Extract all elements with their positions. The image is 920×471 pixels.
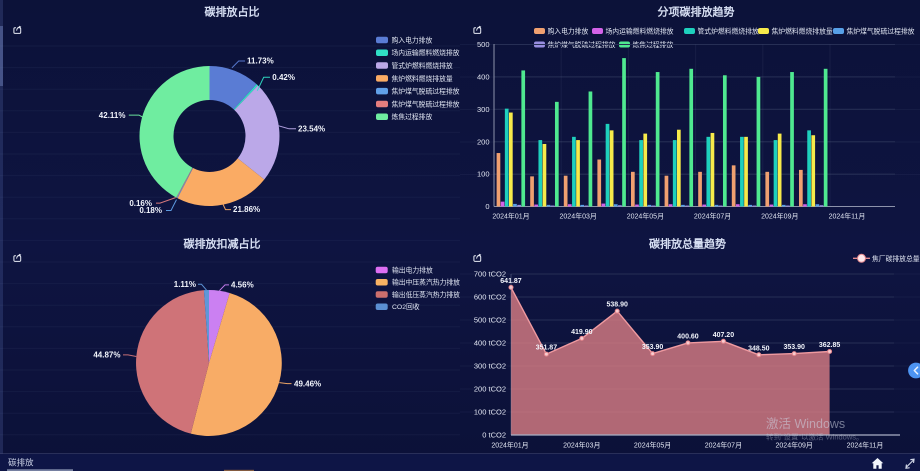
svg-text:碳排放扣减占比: 碳排放扣减占比 bbox=[184, 237, 261, 251]
svg-text:400: 400 bbox=[477, 73, 490, 82]
svg-text:2024年03月: 2024年03月 bbox=[560, 211, 597, 220]
svg-text:4.56%: 4.56% bbox=[231, 281, 254, 290]
svg-text:538.90: 538.90 bbox=[606, 302, 628, 309]
svg-text:2024年07月: 2024年07月 bbox=[705, 440, 742, 449]
svg-text:49.46%: 49.46% bbox=[294, 379, 321, 388]
svg-text:353.90: 353.90 bbox=[783, 344, 805, 351]
svg-text:输出中压蒸汽热力排放: 输出中压蒸汽热力排放 bbox=[392, 278, 460, 287]
svg-text:2024年11月: 2024年11月 bbox=[847, 440, 884, 449]
svg-text:焦厂碳排放总量: 焦厂碳排放总量 bbox=[872, 254, 920, 263]
svg-text:0 tCO2: 0 tCO2 bbox=[482, 431, 506, 440]
svg-text:500: 500 bbox=[477, 40, 490, 49]
svg-text:200: 200 bbox=[477, 137, 490, 146]
svg-text:炼焦过程排放: 炼焦过程排放 bbox=[392, 112, 433, 121]
svg-text:0.42%: 0.42% bbox=[272, 73, 295, 82]
svg-text:21.86%: 21.86% bbox=[233, 205, 260, 214]
svg-text:419.90: 419.90 bbox=[571, 329, 593, 336]
svg-text:激活 Windows: 激活 Windows bbox=[766, 417, 845, 431]
svg-text:500 tCO2: 500 tCO2 bbox=[474, 316, 506, 325]
svg-text:1.11%: 1.11% bbox=[174, 280, 196, 289]
svg-text:焦炉燃料燃烧排放量: 焦炉燃料燃烧排放量 bbox=[772, 26, 833, 35]
svg-text:351.87: 351.87 bbox=[536, 345, 558, 352]
svg-text:2024年11月: 2024年11月 bbox=[829, 211, 866, 220]
svg-text:0: 0 bbox=[485, 202, 489, 211]
svg-text:700 tCO2: 700 tCO2 bbox=[474, 270, 506, 279]
svg-text:碳排放总量趋势: 碳排放总量趋势 bbox=[649, 237, 726, 251]
svg-text:输出低压蒸汽热力排放: 输出低压蒸汽热力排放 bbox=[392, 290, 460, 299]
svg-text:管式炉燃料燃烧排放: 管式炉燃料燃烧排放 bbox=[698, 26, 759, 35]
svg-text:400.60: 400.60 bbox=[677, 333, 699, 340]
svg-text:焦炉燃料燃烧排放量: 焦炉燃料燃烧排放量 bbox=[392, 74, 453, 83]
svg-text:42.11%: 42.11% bbox=[99, 111, 126, 120]
svg-text:600 tCO2: 600 tCO2 bbox=[474, 293, 506, 302]
svg-text:场内运输燃料燃烧排放: 场内运输燃料燃烧排放 bbox=[392, 48, 460, 57]
svg-text:300 tCO2: 300 tCO2 bbox=[474, 362, 506, 371]
svg-text:2024年01月: 2024年01月 bbox=[492, 211, 529, 220]
svg-text:407.20: 407.20 bbox=[713, 332, 735, 339]
svg-text:100 tCO2: 100 tCO2 bbox=[474, 408, 506, 417]
svg-text:CO2回收: CO2回收 bbox=[392, 302, 420, 311]
svg-text:300: 300 bbox=[477, 105, 490, 114]
svg-text:转到“设置”以激活 Windows。: 转到“设置”以激活 Windows。 bbox=[766, 432, 864, 442]
svg-text:200 tCO2: 200 tCO2 bbox=[474, 385, 506, 394]
svg-text:购入电力排放: 购入电力排放 bbox=[548, 26, 589, 35]
svg-text:2024年09月: 2024年09月 bbox=[761, 211, 798, 220]
svg-text:44.87%: 44.87% bbox=[93, 350, 120, 359]
svg-text:碳排放占比: 碳排放占比 bbox=[205, 5, 260, 19]
svg-text:353.90: 353.90 bbox=[642, 344, 664, 351]
svg-text:11.73%: 11.73% bbox=[247, 57, 274, 66]
svg-text:2024年05月: 2024年05月 bbox=[627, 211, 664, 220]
svg-text:焦炉煤气脱硫过程排放: 焦炉煤气脱硫过程排放 bbox=[392, 99, 460, 108]
svg-text:输出电力排放: 输出电力排放 bbox=[392, 265, 433, 274]
svg-text:2024年01月: 2024年01月 bbox=[491, 440, 528, 449]
svg-text:23.54%: 23.54% bbox=[298, 125, 325, 134]
svg-text:分项碳排放趋势: 分项碳排放趋势 bbox=[658, 5, 735, 19]
svg-text:100: 100 bbox=[477, 170, 490, 179]
svg-text:焦炉煤气脱硫过程排放: 焦炉煤气脱硫过程排放 bbox=[392, 87, 460, 96]
svg-text:购入电力排放: 购入电力排放 bbox=[392, 35, 433, 44]
svg-text:焦炉煤气脱硫过程排放: 焦炉煤气脱硫过程排放 bbox=[847, 26, 915, 35]
svg-text:管式炉燃料燃烧排放: 管式炉燃料燃烧排放 bbox=[392, 61, 453, 70]
svg-text:2024年07月: 2024年07月 bbox=[694, 211, 731, 220]
svg-text:362.85: 362.85 bbox=[819, 342, 841, 349]
svg-text:348.50: 348.50 bbox=[748, 345, 770, 352]
svg-text:641.87: 641.87 bbox=[500, 278, 522, 285]
svg-text:0.18%: 0.18% bbox=[139, 206, 162, 215]
svg-text:碳排放: 碳排放 bbox=[8, 458, 34, 468]
svg-text:400 tCO2: 400 tCO2 bbox=[474, 339, 506, 348]
svg-text:场内运输燃料燃烧排放: 场内运输燃料燃烧排放 bbox=[606, 26, 674, 35]
svg-text:2024年09月: 2024年09月 bbox=[776, 440, 813, 449]
svg-text:2024年05月: 2024年05月 bbox=[634, 440, 671, 449]
svg-text:2024年03月: 2024年03月 bbox=[563, 440, 600, 449]
svg-text:0.16%: 0.16% bbox=[129, 199, 152, 208]
